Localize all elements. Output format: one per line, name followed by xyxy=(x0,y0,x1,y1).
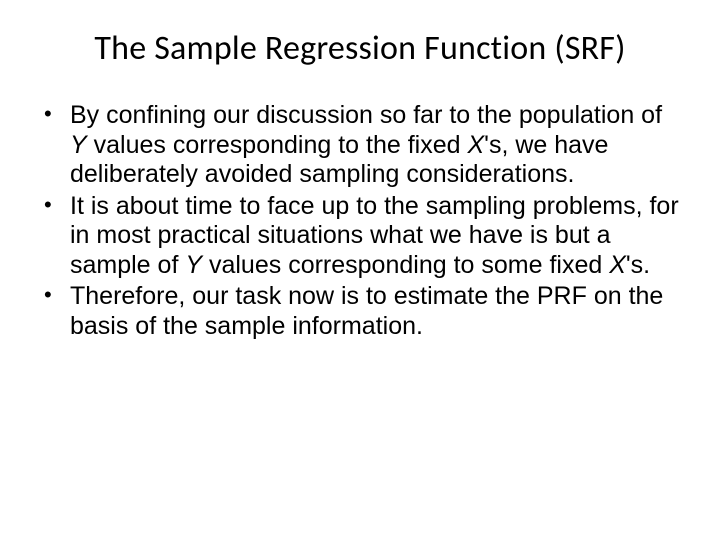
text-run: values corresponding to the fixed xyxy=(87,131,468,159)
bullet-item: Therefore, our task now is to estimate t… xyxy=(40,282,680,341)
slide-body: By confining our discussion so far to th… xyxy=(40,101,680,341)
text-run: By confining our discussion so far to th… xyxy=(70,101,662,129)
text-run: values corresponding to some fixed xyxy=(202,251,609,279)
italic-run: X xyxy=(467,131,484,159)
slide: The Sample Regression Function (SRF) By … xyxy=(0,0,720,540)
slide-title: The Sample Regression Function (SRF) xyxy=(40,28,680,69)
bullet-item: By confining our discussion so far to th… xyxy=(40,101,680,190)
text-run: Therefore, our task now is to estimate t… xyxy=(70,282,663,340)
text-run: 's. xyxy=(626,251,650,279)
bullet-list: By confining our discussion so far to th… xyxy=(40,101,680,341)
bullet-item: It is about time to face up to the sampl… xyxy=(40,192,680,281)
italic-run: Y xyxy=(185,251,202,279)
italic-run: X xyxy=(609,251,626,279)
italic-run: Y xyxy=(70,131,87,159)
